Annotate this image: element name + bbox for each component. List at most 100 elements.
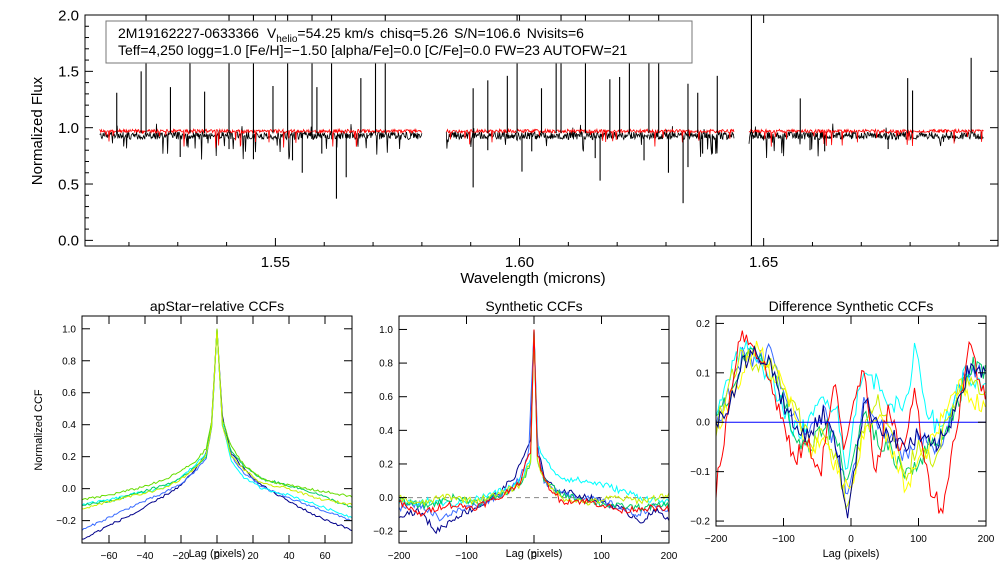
apstar-ccf-axes-frame [81, 315, 353, 544]
spectrum-ytick-label: 0.0 [58, 233, 79, 250]
spectrum-ticks: 1.55 1.60 1.65 0.0 0.5 1.0 1.5 2.0 [58, 7, 998, 271]
difference-ccf-xtick-label: 200 [978, 534, 995, 545]
spectrum-xtick-label: 1.65 [749, 254, 778, 271]
difference-ccf-xtick-label: 0 [848, 534, 854, 545]
difference-ccf-xtick-label: 100 [910, 534, 927, 545]
v-helio-subscript: helio [276, 34, 298, 45]
apstar-ccf-ytick-label: 0.4 [62, 420, 76, 431]
synthetic-ccf-xlabel: Lag (pixels) [506, 548, 563, 560]
synthetic-ccf-ytick-label: 1.0 [379, 325, 393, 336]
synthetic-ccf-ytick-label: 0.4 [379, 426, 393, 437]
apstar-ccf-series-group [82, 328, 352, 540]
difference-ccf-series-5 [716, 340, 986, 494]
model-spectrum-chip-2 [446, 127, 735, 147]
apstar-ccf-xtick-label: −60 [101, 551, 118, 562]
synthetic-ccf-xtick-label: 100 [593, 551, 610, 562]
difference-ccf-panel: Difference Synthetic CCFs −200 −100 0 100 20… [690, 298, 995, 560]
apstar-ccf-panel: apStar−relative CCFs −60 −40 −20 0 20 40 60 −0.… [33, 298, 353, 562]
synthetic-ccf-ticks: −200 −100 0 100 200 −0.2 0.0 0.2 0.4 0.6 0.8 1.0 [373, 316, 678, 562]
synthetic-ccf-ytick-label: 0.0 [379, 493, 393, 504]
apstar-ccf-ytick-label: 0.2 [62, 452, 76, 463]
synthetic-ccf-ytick-label: 0.8 [379, 359, 393, 370]
apstar-ccf-ytick-label: 1.0 [62, 324, 76, 335]
synthetic-ccf-series-1 [399, 329, 669, 535]
difference-ccf-ticks: −200 −100 0 100 200 −0.2 −0.1 0.0 0.1 0.2 [690, 316, 995, 545]
apstar-ccf-series-6 [82, 328, 352, 510]
synthetic-ccf-panel: Synthetic CCFs −200 −100 0 100 200 −0.2 0.0 0.2… [373, 298, 678, 562]
star-id: 2M19162227-0633366 [118, 25, 259, 41]
synthetic-ccf-series-group [399, 329, 669, 535]
apstar-ccf-ytick-label: 0.8 [62, 356, 76, 367]
spectrum-xtick-label: 1.55 [261, 254, 290, 271]
spectrum-info-box [105, 20, 693, 64]
synthetic-ccf-ytick-label: 0.6 [379, 392, 393, 403]
synthetic-ccf-xtick-label: −100 [455, 551, 478, 562]
apstar-ccf-title: apStar−relative CCFs [150, 298, 284, 314]
apstar-ccf-xtick-label: 0 [214, 551, 220, 562]
spectrum-panel: 1.55 1.60 1.65 0.0 0.5 1.0 1.5 2.0 Wavelength (… [29, 7, 999, 287]
apstar-ccf-plot-area [82, 328, 352, 540]
difference-ccf-xtick-label: −200 [705, 534, 728, 545]
model-spectrum-chip-1 [99, 127, 422, 148]
observed-spectrum-chip-3 [748, 123, 984, 159]
spectrum-ylabel: Normalized Flux [29, 76, 46, 185]
synthetic-ccf-series-4 [399, 329, 669, 512]
apstar-ccf-series-4 [82, 328, 352, 508]
observed-spectrum-chip-1 [99, 123, 423, 160]
synthetic-ccf-xtick-label: −200 [388, 551, 411, 562]
synthetic-ccf-plot-area [399, 329, 669, 535]
synthetic-ccf-series-3 [399, 329, 669, 508]
difference-ccf-series-4 [716, 349, 986, 510]
apstar-ccf-ytick-label: 0.6 [62, 388, 76, 399]
apstar-ccf-ticks: −60 −40 −20 0 20 40 60 −0.2 0.0 0.2 0.4 0.6 0.8 1.0 [56, 316, 352, 562]
spectrum-ytick-label: 0.5 [58, 176, 79, 193]
spectrum-ytick-label: 2.0 [58, 7, 79, 24]
difference-ccf-title: Difference Synthetic CCFs [769, 298, 934, 314]
apstar-ccf-xtick-label: 40 [283, 551, 295, 562]
difference-ccf-series-group [716, 330, 986, 519]
spectrum-xlabel: Wavelength (microns) [460, 270, 605, 287]
spectrum-ytick-label: 1.0 [58, 120, 79, 137]
apstar-ccf-ytick-label: −0.2 [56, 516, 76, 527]
difference-ccf-series-6 [716, 330, 986, 515]
v-helio-label: V [267, 25, 277, 41]
model-spectrum-chip-3 [748, 127, 984, 147]
apstar-ccf-xtick-label: −20 [173, 551, 190, 562]
synthetic-ccf-series-6 [399, 329, 669, 518]
spectrum-ytick-label: 1.5 [58, 64, 79, 81]
difference-ccf-plot-area [716, 330, 986, 519]
difference-ccf-xtick-label: −100 [772, 534, 795, 545]
spectrum-xtick-label: 1.60 [505, 254, 534, 271]
synthetic-ccf-xtick-label: 200 [661, 551, 678, 562]
spectrum-info-line-1: 2M19162227-0633366 Vhelio=54.25 km/s chisq… [118, 25, 584, 45]
v-helio-value: =54.25 km/s [297, 25, 374, 41]
synthetic-ccf-series-2 [399, 329, 669, 522]
synthetic-ccf-xtick-label: 0 [531, 551, 537, 562]
synthetic-ccf-title: Synthetic CCFs [485, 298, 582, 314]
apstar-ccf-xtick-label: −40 [137, 551, 154, 562]
difference-ccf-ytick-label: 0.1 [696, 368, 710, 379]
difference-ccf-ytick-label: 0.0 [696, 418, 710, 429]
synthetic-ccf-series-5 [399, 329, 669, 507]
difference-ccf-ytick-label: −0.1 [690, 467, 710, 478]
snr-value: S/N=106.6 [454, 25, 521, 41]
difference-ccf-ytick-label: −0.2 [690, 517, 710, 528]
difference-ccf-xlabel: Lag (pixels) [823, 548, 880, 560]
chisq-value: chisq=5.26 [380, 25, 448, 41]
difference-ccf-series-3 [716, 346, 986, 482]
difference-ccf-ytick-label: 0.2 [696, 319, 710, 330]
difference-ccf-series-2 [716, 340, 986, 470]
apstar-ccf-ylabel: Normalized CCF [33, 389, 45, 471]
apstar-ccf-xlabel: Lag (pixels) [189, 548, 246, 560]
apstar-ccf-ytick-label: 0.0 [62, 484, 76, 495]
observed-spectrum-chip-2 [445, 124, 735, 157]
apstar-ccf-series-1 [82, 328, 352, 540]
spectrum-axes-frame [84, 14, 999, 247]
apstar-ccf-series-2 [82, 328, 352, 531]
apstar-ccf-xtick-label: 20 [247, 551, 259, 562]
apstar-ccf-series-5 [82, 328, 352, 501]
spectrum-info-line-2: Teff=4,250 logg=1.0 [Fe/H]=−1.50 [alpha/… [118, 42, 627, 58]
synthetic-ccf-ytick-label: 0.2 [379, 459, 393, 470]
difference-ccf-series-7 [716, 344, 986, 519]
